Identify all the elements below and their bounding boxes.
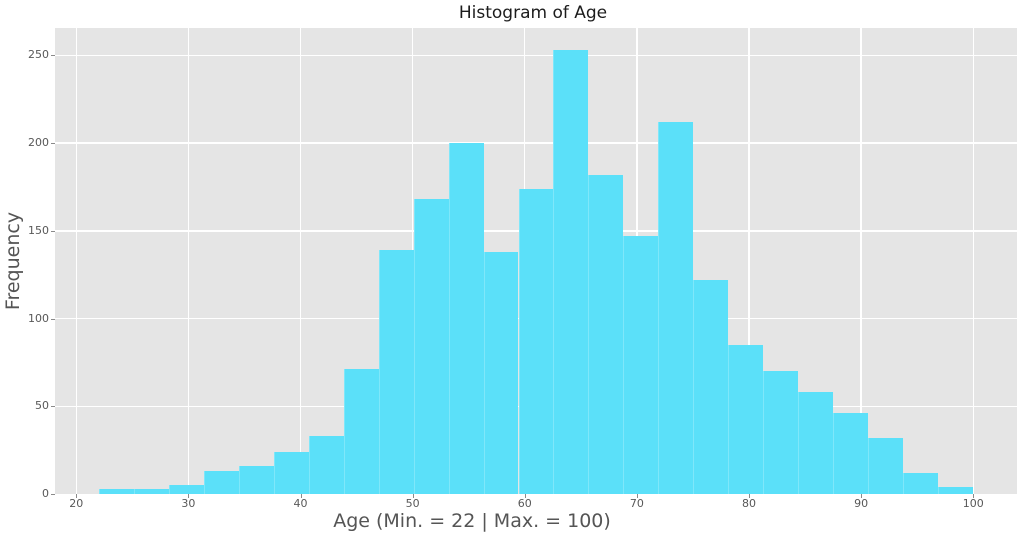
x-tick-label: 50: [405, 497, 420, 510]
histogram-bar: [518, 188, 554, 494]
histogram-bar: [658, 122, 694, 494]
x-tick-mark: [412, 494, 414, 498]
histogram-bar: [693, 279, 729, 494]
chart-title: Histogram of Age: [458, 3, 608, 23]
y-tick-mark: [51, 406, 55, 408]
y-tick-label: 0: [42, 487, 49, 500]
x-tick-mark: [76, 494, 78, 498]
x-tick-label: 40: [293, 497, 308, 510]
gridline-vertical: [860, 28, 862, 494]
histogram-bar: [938, 486, 974, 494]
y-tick-mark: [51, 143, 55, 145]
x-tick-mark: [188, 494, 190, 498]
gridline-vertical: [748, 28, 750, 494]
x-tick-label: 30: [181, 497, 196, 510]
gridline-horizontal: [55, 142, 1017, 144]
histogram-bar: [588, 174, 624, 494]
x-tick-label: 70: [629, 497, 644, 510]
histogram-bar: [728, 344, 764, 494]
y-tick-label: 100: [28, 311, 49, 325]
histogram-bar: [553, 50, 589, 494]
gridline-vertical: [75, 28, 77, 494]
x-tick-mark: [973, 494, 975, 498]
y-tick-mark: [51, 230, 55, 232]
histogram-bar: [903, 472, 939, 494]
x-axis-label: Age (Min. = 22 | Max. = 100): [333, 510, 611, 532]
histogram-bar: [168, 485, 204, 494]
x-tick-label: 60: [517, 497, 532, 510]
x-tick-label: 90: [854, 497, 869, 510]
x-tick-mark: [861, 494, 863, 498]
gridline-horizontal: [55, 54, 1017, 57]
y-tick-label: 150: [28, 223, 49, 237]
histogram-bar: [133, 488, 169, 494]
y-tick-mark: [51, 55, 55, 57]
y-tick-label: 250: [28, 48, 49, 62]
histogram-bar: [763, 371, 799, 494]
histogram-bar: [833, 413, 869, 494]
x-tick-label: 100: [962, 497, 984, 510]
histogram-bar: [448, 143, 484, 494]
gridline-vertical: [187, 28, 190, 494]
histogram-bar: [203, 471, 239, 494]
y-tick-label: 50: [35, 399, 49, 413]
histogram-bar: [343, 369, 379, 494]
y-tick-mark: [51, 318, 55, 320]
y-tick-mark: [51, 494, 55, 495]
histogram-bar: [798, 392, 834, 494]
x-tick-mark: [636, 494, 638, 498]
histogram-bar: [273, 451, 309, 494]
histogram-bar: [483, 251, 519, 494]
histogram-bar: [238, 465, 274, 494]
histogram-bar: [308, 436, 344, 494]
histogram-bar: [98, 488, 134, 494]
histogram-bar: [378, 250, 414, 494]
x-tick-label: 20: [69, 497, 84, 510]
histogram-bar: [868, 437, 904, 494]
histogram-bar: [413, 199, 449, 494]
x-tick-mark: [524, 494, 526, 498]
x-tick-mark: [300, 494, 302, 498]
gridline-vertical: [299, 28, 302, 494]
y-axis-label: Frequency: [2, 211, 24, 311]
y-tick-label: 200: [28, 136, 49, 150]
x-tick-label: 80: [742, 497, 757, 510]
histogram-bar: [623, 236, 659, 494]
x-tick-mark: [749, 494, 751, 498]
gridline-vertical: [972, 28, 974, 494]
plot-area: [55, 28, 1017, 494]
